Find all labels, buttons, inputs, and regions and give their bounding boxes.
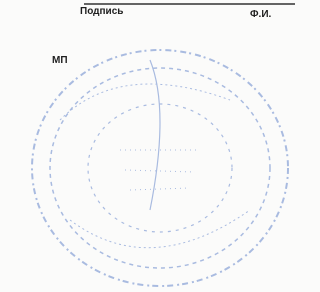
stamp-drawing — [0, 0, 295, 292]
stamp-place-label: МП — [52, 55, 68, 66]
document-fragment: Подпись Ф.И. МП — [0, 0, 295, 292]
name-label: Ф.И. — [250, 9, 271, 20]
seal — [32, 50, 288, 286]
signature-label: Подпись — [80, 6, 123, 17]
